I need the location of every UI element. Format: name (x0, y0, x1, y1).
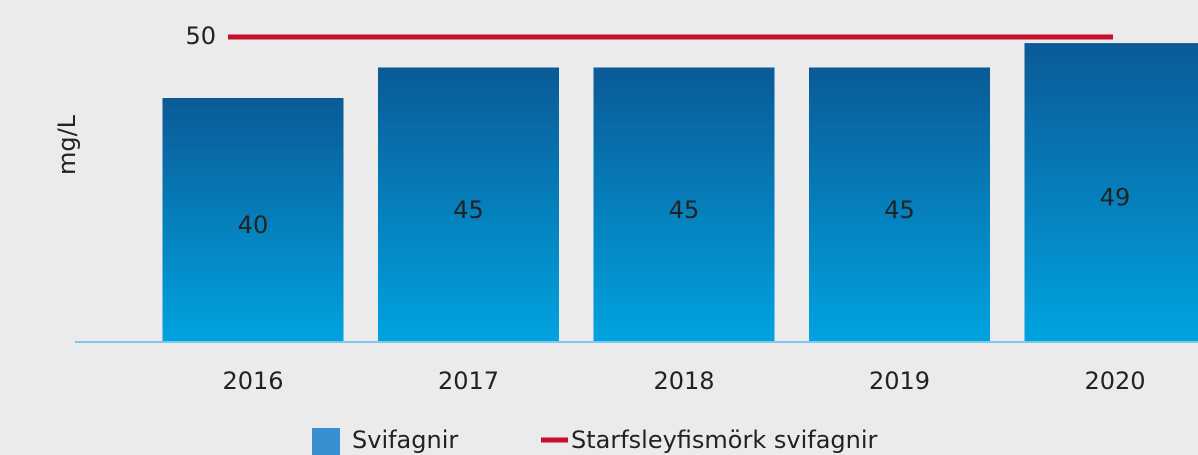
value-label: 40 (238, 211, 269, 239)
bar (593, 67, 775, 342)
x-tick-label: 2017 (438, 367, 499, 395)
value-label: 49 (1100, 184, 1131, 212)
bar (378, 67, 559, 342)
x-tick-label: 2020 (1084, 367, 1145, 395)
y-axis-label: mg/L (53, 114, 81, 175)
value-label: 45 (884, 196, 915, 224)
value-label: 45 (669, 196, 700, 224)
legend-label: Svifagnir (352, 426, 458, 454)
value-label: 45 (453, 196, 484, 224)
bar (809, 67, 990, 342)
x-tick-label: 2019 (869, 367, 930, 395)
limit-label: 50 (185, 22, 216, 50)
legend-swatch (312, 428, 340, 455)
bar (1024, 43, 1198, 342)
x-tick-label: 2016 (222, 367, 283, 395)
x-tick-label: 2018 (653, 367, 714, 395)
bar (162, 98, 344, 342)
legend-label: Starfsleyfismörk svifagnir (571, 426, 878, 454)
